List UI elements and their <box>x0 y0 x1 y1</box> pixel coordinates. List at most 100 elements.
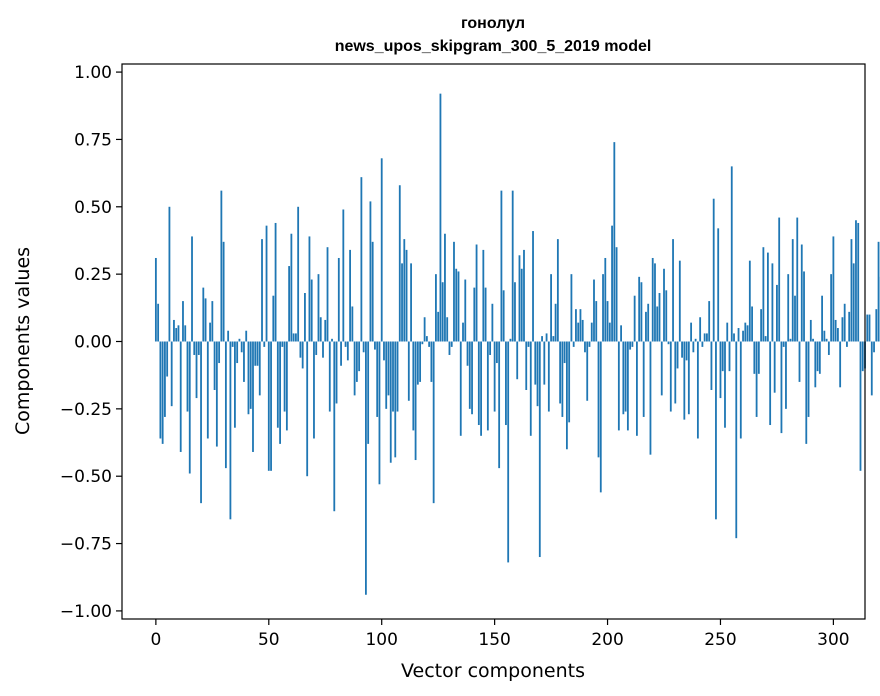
bar-component-144 <box>480 341 482 436</box>
bar-component-186 <box>575 309 577 342</box>
bar-component-182 <box>565 341 568 450</box>
bar-component-94 <box>367 341 370 444</box>
bar-component-160 <box>516 341 519 380</box>
bar-component-64 <box>299 341 302 358</box>
bar-component-249 <box>717 228 720 342</box>
bar-component-273 <box>771 263 774 342</box>
bar-component-179 <box>559 341 562 404</box>
bar-component-208 <box>624 341 627 412</box>
bar-component-38 <box>240 341 243 353</box>
bar-component-57 <box>283 341 286 412</box>
bar-component-163 <box>523 249 525 342</box>
bar-component-266 <box>755 341 758 417</box>
plot-frame <box>121 63 866 620</box>
bar-component-118 <box>421 341 424 345</box>
bar-component-12 <box>182 301 184 342</box>
x-tick-label: 200 <box>591 630 623 650</box>
bar-component-203 <box>613 142 616 342</box>
bar-component-110 <box>403 239 406 342</box>
bar-component-46 <box>258 341 261 396</box>
bar-component-53 <box>274 222 277 342</box>
bar-component-292 <box>814 341 817 388</box>
bar-component-200 <box>606 301 609 342</box>
bar-component-24 <box>209 322 211 342</box>
bar-component-143 <box>477 341 480 426</box>
bar-component-92 <box>362 341 365 353</box>
bar-component-79 <box>333 341 336 512</box>
bar-component-48 <box>263 341 266 347</box>
bar-component-297 <box>825 338 828 342</box>
bar-component-222 <box>656 306 659 342</box>
bar-component-60 <box>290 233 293 342</box>
bar-component-108 <box>398 185 401 342</box>
bar-component-145 <box>482 249 485 342</box>
bar-component-195 <box>595 301 598 342</box>
bar-component-154 <box>502 290 505 342</box>
bar-component-62 <box>294 333 297 342</box>
bar-component-132 <box>453 241 455 342</box>
bar-component-247 <box>712 198 715 342</box>
bar-component-236 <box>687 341 690 415</box>
bar-component-6 <box>168 206 171 342</box>
bar-component-309 <box>852 263 855 342</box>
bar-component-296 <box>823 330 826 342</box>
bar-component-170 <box>538 341 541 558</box>
bar-component-172 <box>543 341 546 385</box>
bar-component-286 <box>800 244 803 342</box>
bar-component-237 <box>690 322 693 342</box>
bar-component-202 <box>611 225 613 342</box>
bar-component-125 <box>437 311 440 342</box>
bar-component-279 <box>785 341 787 409</box>
bar-component-77 <box>328 341 331 412</box>
bar-component-194 <box>593 279 595 342</box>
bar-component-153 <box>500 190 503 342</box>
bars-group <box>154 93 880 595</box>
bar-component-121 <box>428 341 431 347</box>
bar-component-135 <box>459 341 462 436</box>
bar-component-298 <box>827 341 830 355</box>
x-tick-label: 50 <box>258 630 280 650</box>
bar-component-44 <box>254 341 257 366</box>
bar-component-11 <box>179 341 182 452</box>
bar-component-43 <box>252 341 254 452</box>
bar-component-295 <box>821 295 823 342</box>
bar-component-315 <box>866 314 869 342</box>
bar-component-35 <box>234 341 236 428</box>
bar-component-133 <box>455 268 458 342</box>
bar-component-72 <box>317 274 320 342</box>
bar-component-218 <box>647 303 650 342</box>
bar-component-276 <box>778 217 781 342</box>
bar-component-246 <box>710 341 713 390</box>
bar-component-87 <box>351 306 354 342</box>
bar-component-159 <box>514 282 516 342</box>
bar-component-245 <box>708 301 711 342</box>
bar-component-80 <box>335 341 338 404</box>
bar-component-14 <box>186 341 189 412</box>
bar-component-303 <box>839 341 842 388</box>
bar-component-40 <box>245 330 248 342</box>
bar-component-308 <box>850 239 853 342</box>
bar-component-70 <box>313 341 315 439</box>
bar-component-289 <box>807 341 810 417</box>
bar-component-61 <box>292 333 295 342</box>
bar-component-272 <box>769 341 772 426</box>
bar-component-39 <box>243 341 245 382</box>
bar-component-293 <box>816 341 819 372</box>
bar-component-18 <box>195 341 198 399</box>
y-tick-label: −0.50 <box>60 467 112 487</box>
bar-component-161 <box>518 255 521 342</box>
x-tick-label: 150 <box>478 630 510 650</box>
bar-component-196 <box>597 341 600 458</box>
bar-component-253 <box>726 322 729 342</box>
bar-component-264 <box>751 306 753 342</box>
bar-component-56 <box>281 341 284 347</box>
bar-component-138 <box>466 341 469 366</box>
bar-component-120 <box>425 336 428 342</box>
bar-component-281 <box>789 338 792 342</box>
bar-component-299 <box>830 274 833 342</box>
bar-component-50 <box>267 341 270 471</box>
bar-component-305 <box>843 303 846 342</box>
bar-component-258 <box>737 328 740 342</box>
bar-component-37 <box>238 338 241 342</box>
chart-title-line-2: news_upos_skipgram_300_5_2019 model <box>335 38 652 55</box>
